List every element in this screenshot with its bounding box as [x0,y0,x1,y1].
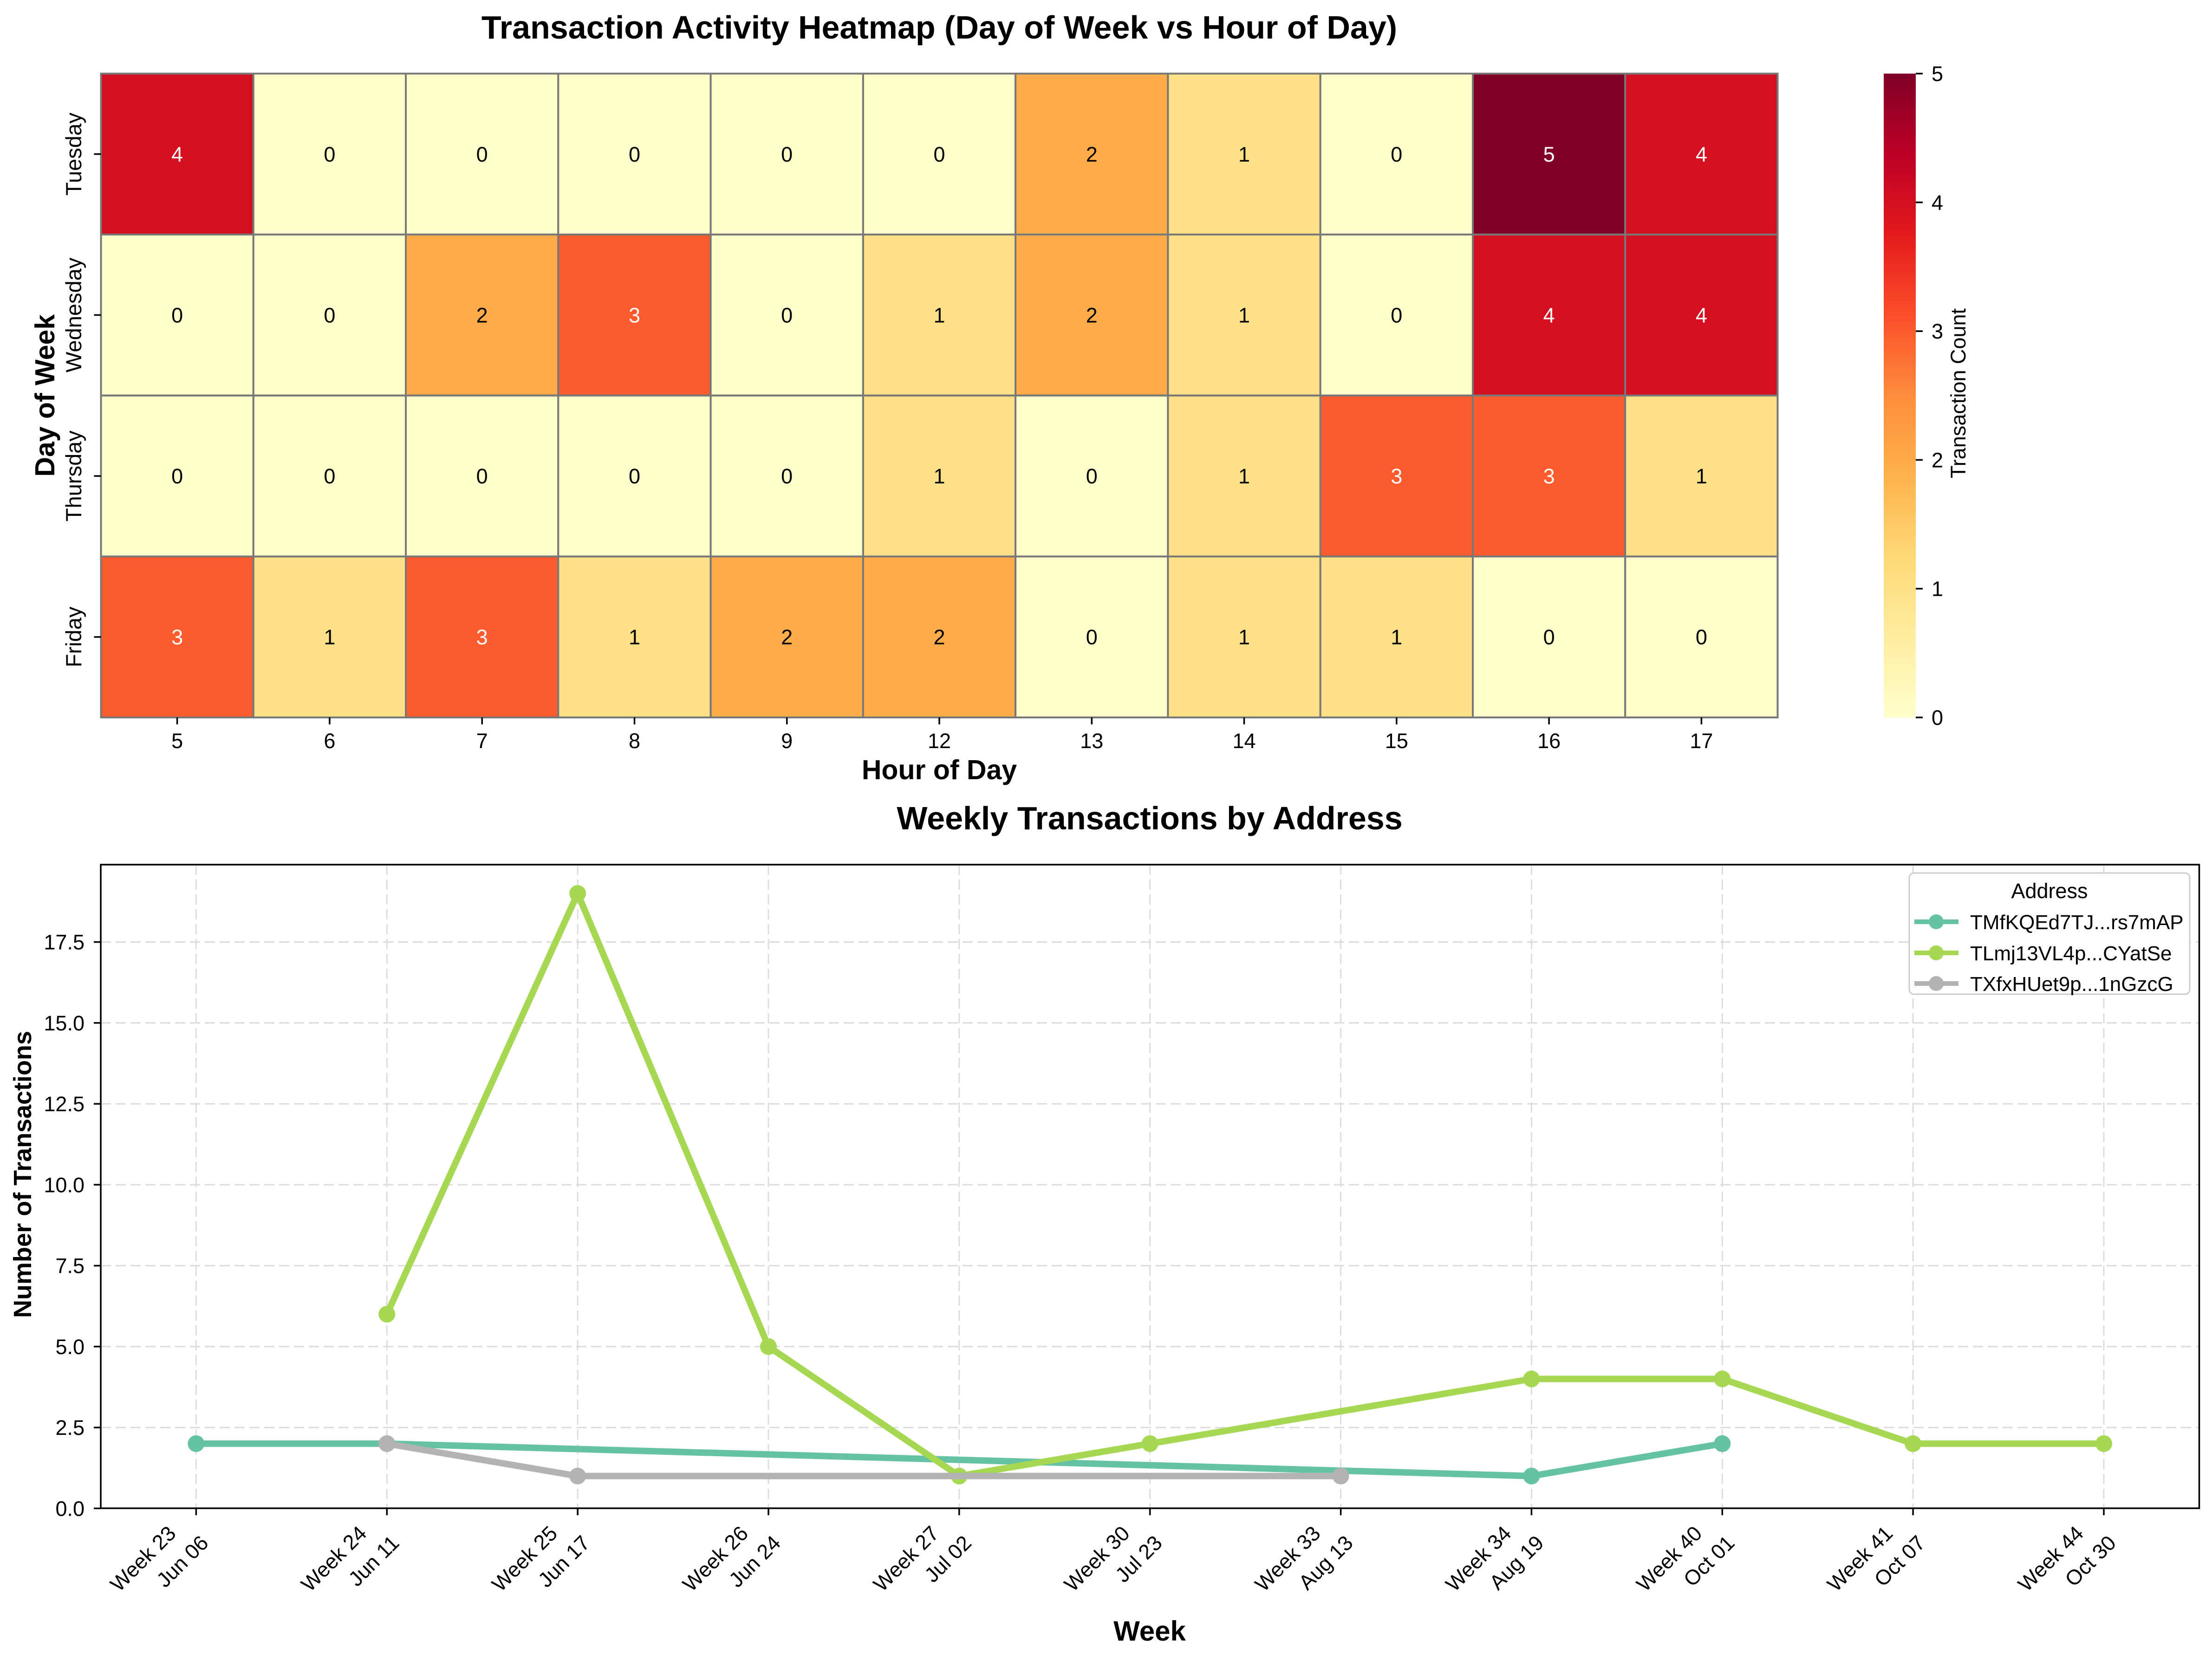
svg-text:3: 3 [476,626,488,649]
svg-text:Hour of Day: Hour of Day [862,755,1017,785]
svg-text:2.5: 2.5 [55,1416,85,1440]
svg-text:Week: Week [1113,1616,1186,1647]
svg-text:15: 15 [1385,729,1408,753]
svg-text:0: 0 [476,464,488,488]
svg-text:Tuesday: Tuesday [61,112,86,195]
svg-text:7.5: 7.5 [55,1254,85,1278]
svg-text:4: 4 [171,143,183,166]
svg-text:0: 0 [629,464,640,488]
svg-text:0: 0 [171,303,183,327]
svg-text:10.0: 10.0 [44,1173,85,1197]
svg-text:3: 3 [1932,319,1943,343]
svg-text:5.0: 5.0 [55,1335,85,1359]
svg-text:0: 0 [1086,626,1098,649]
svg-text:1: 1 [324,626,335,649]
svg-text:0: 0 [1391,143,1402,166]
svg-text:0: 0 [324,303,335,327]
svg-text:13: 13 [1080,729,1103,753]
svg-text:Number of Transactions: Number of Transactions [9,1031,37,1318]
svg-text:17.5: 17.5 [44,931,85,954]
svg-text:12.5: 12.5 [44,1092,85,1116]
svg-text:14: 14 [1232,729,1256,753]
svg-text:0.0: 0.0 [55,1497,85,1520]
svg-text:12: 12 [928,729,951,753]
svg-text:2: 2 [781,626,793,649]
svg-text:1: 1 [1391,626,1402,649]
svg-text:1: 1 [933,303,945,327]
svg-text:4: 4 [1543,303,1555,327]
svg-text:2: 2 [1086,303,1098,327]
svg-text:0: 0 [171,464,183,488]
svg-text:6: 6 [324,729,335,753]
svg-text:Day of Week: Day of Week [30,314,60,477]
svg-text:1: 1 [1238,303,1250,327]
svg-text:0: 0 [1932,706,1943,730]
svg-text:Transaction Count: Transaction Count [1946,308,1970,478]
svg-text:16: 16 [1537,729,1561,753]
svg-text:0: 0 [1696,626,1707,649]
svg-text:3: 3 [629,303,640,327]
svg-text:9: 9 [781,729,793,753]
svg-text:4: 4 [1696,303,1707,327]
svg-text:5: 5 [1543,143,1555,166]
svg-text:0: 0 [324,143,335,166]
svg-text:0: 0 [781,143,793,166]
svg-text:0: 0 [629,143,640,166]
svg-text:1: 1 [629,626,640,649]
svg-text:Thursday: Thursday [61,430,86,521]
svg-text:Address: Address [2011,879,2088,903]
svg-text:15.0: 15.0 [44,1011,85,1035]
svg-text:Weekly Transactions by Address: Weekly Transactions by Address [897,800,1402,836]
svg-text:2: 2 [1086,143,1098,166]
svg-text:TLmj13VL4p...CYatSe: TLmj13VL4p...CYatSe [1970,942,2172,965]
svg-text:1: 1 [1932,577,1943,601]
svg-text:7: 7 [476,729,488,753]
svg-text:3: 3 [1543,464,1555,488]
svg-text:2: 2 [1932,448,1943,472]
svg-text:TMfKQEd7TJ...rs7mAP: TMfKQEd7TJ...rs7mAP [1970,911,2184,934]
svg-text:0: 0 [1391,303,1402,327]
svg-text:0: 0 [476,143,488,166]
svg-text:0: 0 [1543,626,1555,649]
svg-text:Wednesday: Wednesday [61,257,86,372]
svg-text:4: 4 [1696,143,1707,166]
svg-text:17: 17 [1690,729,1713,753]
svg-text:3: 3 [171,626,183,649]
svg-text:Friday: Friday [61,606,86,667]
svg-text:5: 5 [1932,62,1943,86]
svg-text:0: 0 [781,464,793,488]
svg-text:3: 3 [1391,464,1402,488]
svg-text:0: 0 [781,303,793,327]
svg-text:1: 1 [1238,626,1250,649]
svg-text:0: 0 [324,464,335,488]
svg-text:1: 1 [1238,143,1250,166]
svg-text:0: 0 [1086,464,1098,488]
svg-text:2: 2 [476,303,488,327]
svg-text:1: 1 [1696,464,1707,488]
svg-text:1: 1 [1238,464,1250,488]
svg-text:TXfxHUet9p...1nGzcG: TXfxHUet9p...1nGzcG [1970,973,2173,996]
svg-text:8: 8 [629,729,640,753]
svg-text:2: 2 [933,626,945,649]
svg-text:5: 5 [171,729,183,753]
svg-text:1: 1 [933,464,945,488]
svg-text:4: 4 [1932,191,1943,215]
svg-text:Transaction Activity Heatmap (: Transaction Activity Heatmap (Day of Wee… [481,9,1397,46]
svg-text:0: 0 [933,143,945,166]
